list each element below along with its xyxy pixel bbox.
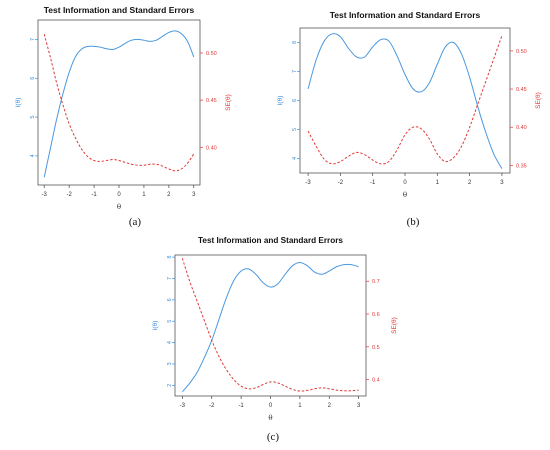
chart-title: Test Information and Standard Errors bbox=[330, 10, 481, 20]
chart-title: Test Information and Standard Errors bbox=[198, 236, 343, 245]
x-tick-label: -2 bbox=[209, 403, 215, 409]
y-right-tick-label: 0.40 bbox=[206, 145, 217, 151]
standard-error-line bbox=[181, 258, 359, 392]
information-line bbox=[43, 30, 195, 178]
x-tick-label: -1 bbox=[238, 403, 244, 409]
information-line bbox=[307, 33, 503, 169]
y-left-tick-label: 5 bbox=[30, 116, 36, 119]
standard-error-line bbox=[43, 34, 195, 172]
y-left-axis-label: I(θ) bbox=[152, 321, 159, 331]
y-right-axis-label: SE(θ) bbox=[225, 94, 232, 111]
x-tick-label: -3 bbox=[180, 403, 186, 409]
x-tick-label: 3 bbox=[500, 180, 504, 186]
plot-frame bbox=[174, 254, 367, 397]
y-right-axis-label: SE(θ) bbox=[535, 92, 542, 109]
y-right-tick-label: 0.35 bbox=[516, 163, 527, 169]
y-left-tick-label: 7 bbox=[30, 38, 36, 41]
x-axis-label: θ bbox=[117, 203, 121, 211]
y-left-axis-label: I(θ) bbox=[15, 98, 22, 108]
y-right-tick-label: 0.4 bbox=[372, 378, 380, 384]
y-left-tick-label: 6 bbox=[292, 99, 298, 102]
y-right-tick-label: 0.7 bbox=[372, 279, 380, 285]
x-tick-label: 0 bbox=[403, 180, 407, 186]
x-axis-label: θ bbox=[403, 191, 407, 199]
information-line bbox=[181, 261, 359, 393]
y-left-tick-label: 4 bbox=[167, 341, 173, 344]
y-right-tick-label: 0.50 bbox=[206, 51, 217, 57]
x-tick-label: 1 bbox=[298, 403, 302, 409]
x-tick-label: 0 bbox=[269, 403, 273, 409]
y-left-tick-label: 3 bbox=[167, 362, 173, 365]
y-left-tick-label: 5 bbox=[167, 320, 173, 323]
x-tick-label: -2 bbox=[66, 192, 72, 198]
x-tick-label: -2 bbox=[338, 180, 344, 186]
y-left-tick-label: 8 bbox=[292, 41, 298, 44]
y-right-axis-label: SE(θ) bbox=[391, 317, 398, 334]
y-left-tick-label: 5 bbox=[292, 128, 298, 131]
y-left-tick-label: 6 bbox=[167, 298, 173, 301]
y-left-tick-label: 4 bbox=[292, 157, 298, 160]
x-tick-label: 0 bbox=[117, 192, 121, 198]
chart-title: Test Information and Standard Errors bbox=[44, 5, 195, 15]
standard-error-line bbox=[307, 35, 503, 165]
x-tick-label: -1 bbox=[370, 180, 376, 186]
panel-caption: (c) bbox=[267, 431, 280, 443]
y-left-tick-label: 2 bbox=[167, 384, 173, 387]
y-right-tick-label: 0.5 bbox=[372, 345, 380, 351]
x-axis-label: θ bbox=[268, 414, 272, 422]
x-tick-label: 2 bbox=[468, 180, 472, 186]
y-right-tick-label: 0.40 bbox=[516, 125, 527, 131]
y-left-axis-label: I(θ) bbox=[277, 96, 284, 106]
y-left-tick-label: 6 bbox=[30, 77, 36, 80]
y-left-tick-label: 8 bbox=[167, 256, 173, 259]
x-tick-label: -3 bbox=[42, 192, 48, 198]
y-left-tick-label: 4 bbox=[30, 154, 36, 157]
panel-b: Test Information and Standard Errors -3 -2… bbox=[277, 10, 542, 228]
y-left-tick-label: 7 bbox=[292, 70, 298, 73]
y-right-tick-label: 0.6 bbox=[372, 312, 380, 318]
plot-frame bbox=[299, 27, 511, 174]
x-tick-label: 3 bbox=[192, 192, 196, 198]
x-tick-label: -1 bbox=[91, 192, 97, 198]
y-right-tick-label: 0.50 bbox=[516, 49, 527, 55]
x-tick-label: 2 bbox=[167, 192, 171, 198]
x-tick-label: -3 bbox=[305, 180, 311, 186]
x-tick-label: 1 bbox=[436, 180, 440, 186]
panel-a: Test Information and Standard Errors -3 -2… bbox=[15, 5, 232, 228]
x-tick-label: 3 bbox=[357, 403, 361, 409]
y-left-tick-label: 7 bbox=[167, 277, 173, 280]
panel-caption: (b) bbox=[407, 216, 420, 228]
y-right-tick-label: 0.45 bbox=[516, 87, 527, 93]
panel-c: Test Information and Standard Errors -3 -2… bbox=[152, 236, 398, 443]
x-tick-label: 1 bbox=[142, 192, 146, 198]
panel-caption: (a) bbox=[129, 216, 142, 228]
y-right-tick-label: 0.45 bbox=[206, 98, 217, 104]
x-tick-label: 2 bbox=[328, 403, 332, 409]
